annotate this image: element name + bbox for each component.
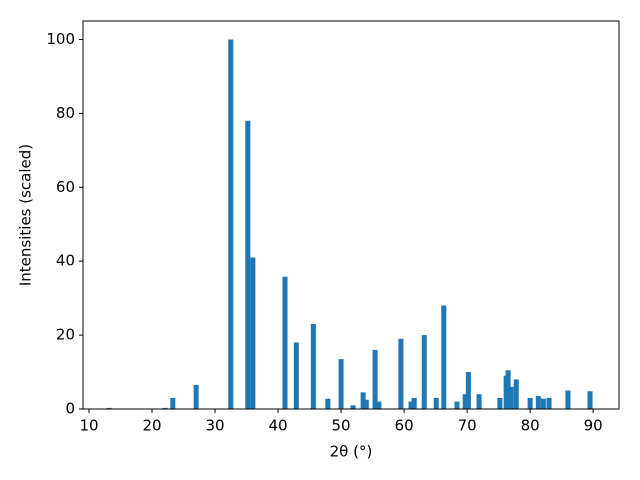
bar	[454, 401, 460, 409]
bar	[433, 397, 439, 409]
bar	[465, 372, 471, 409]
bar	[421, 335, 427, 409]
bar	[476, 394, 482, 409]
bar	[546, 397, 552, 409]
bar	[228, 39, 234, 409]
bar	[565, 390, 571, 409]
x-tick-label: 90	[584, 417, 603, 435]
bar	[535, 396, 541, 409]
bar	[462, 394, 468, 409]
x-tick-label: 50	[332, 417, 351, 435]
bar	[497, 397, 503, 409]
bar	[587, 391, 593, 409]
y-tick-label: 60	[56, 178, 75, 196]
bar	[411, 397, 417, 409]
bar	[193, 384, 199, 409]
bar	[325, 398, 331, 409]
y-tick-label: 80	[56, 104, 75, 122]
x-tick-label: 40	[269, 417, 288, 435]
plot-frame	[82, 20, 620, 410]
y-tick-label: 40	[56, 252, 75, 270]
x-axis-label: 2θ (°)	[330, 443, 373, 461]
x-tick-label: 70	[458, 417, 477, 435]
bar	[360, 392, 366, 409]
bar	[376, 401, 382, 409]
y-axis-label: Intensities (scaled)	[17, 144, 35, 286]
bar	[170, 397, 176, 409]
bar	[527, 397, 533, 409]
y-tick-label: 100	[46, 30, 75, 48]
bar	[540, 398, 546, 409]
bar	[310, 324, 316, 409]
y-tick-label: 0	[65, 400, 75, 418]
bar	[372, 349, 378, 409]
bar	[350, 405, 356, 409]
bar	[508, 386, 514, 409]
x-tick-label: 30	[205, 417, 224, 435]
bar	[282, 276, 288, 409]
x-tick-label: 20	[142, 417, 161, 435]
x-tick-label: 60	[395, 417, 414, 435]
bar	[162, 407, 168, 409]
bar	[513, 379, 519, 409]
bar	[398, 338, 404, 409]
bar	[245, 120, 251, 410]
bar	[363, 399, 369, 409]
x-tick-label: 80	[521, 417, 540, 435]
bar	[505, 370, 511, 409]
bar	[408, 401, 414, 409]
bar	[250, 257, 256, 409]
bar	[338, 359, 344, 409]
bar	[293, 342, 299, 409]
x-tick-label: 10	[79, 417, 98, 435]
bar	[441, 305, 447, 409]
y-tick-label: 20	[56, 326, 75, 344]
bar	[106, 407, 112, 409]
